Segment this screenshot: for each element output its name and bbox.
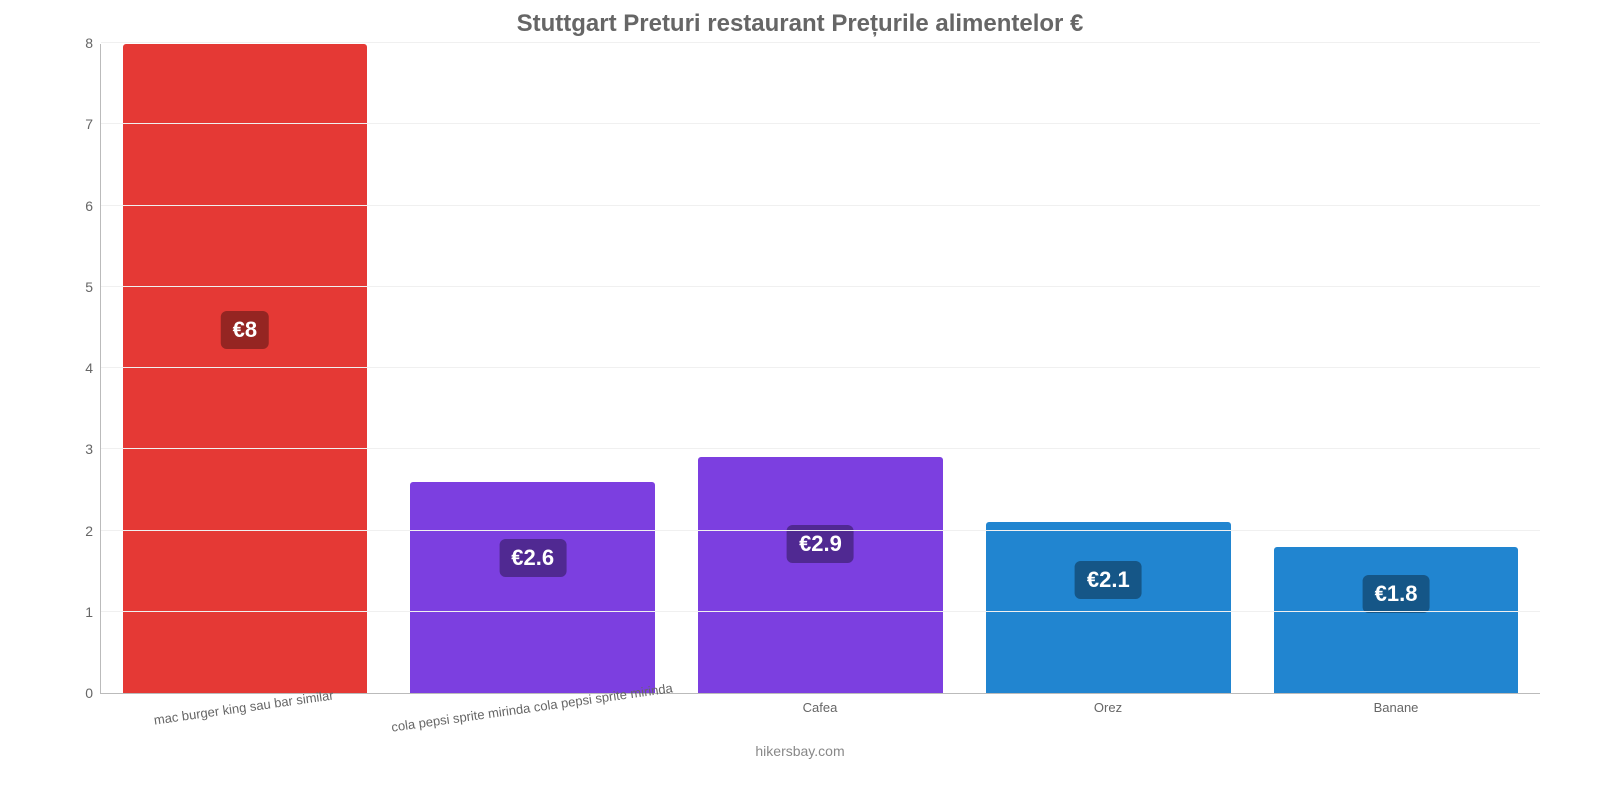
grid-line: [101, 611, 1540, 612]
bar: €2.9: [698, 457, 943, 693]
bar-column: €1.8: [1252, 44, 1540, 693]
x-tick-label: Orez: [964, 700, 1252, 715]
bar-value-label: €1.8: [1363, 575, 1430, 613]
bar-value-label: €2.1: [1075, 561, 1142, 599]
bar: €8: [123, 44, 368, 693]
bar: €2.6: [410, 482, 655, 693]
y-tick-label: 8: [61, 35, 93, 51]
chart-title: Stuttgart Preturi restaurant Prețurile a…: [40, 0, 1560, 44]
grid-line: [101, 286, 1540, 287]
y-tick-label: 7: [61, 116, 93, 132]
y-tick-label: 4: [61, 360, 93, 376]
y-tick-label: 1: [61, 604, 93, 620]
grid-line: [101, 530, 1540, 531]
grid-line: [101, 42, 1540, 43]
bar-column: €2.9: [677, 44, 965, 693]
bars-group: €8 €2.6 €2.9 €2.1 €1.8: [101, 44, 1540, 693]
x-tick-label: cola pepsi sprite mirinda cola pepsi spr…: [388, 700, 676, 715]
chart-container: Stuttgart Preturi restaurant Prețurile a…: [0, 0, 1600, 800]
x-tick-label: Banane: [1252, 700, 1540, 715]
y-tick-label: 5: [61, 279, 93, 295]
plot-area: €8€2.6€2.9€2.1€1.8 012345678: [100, 44, 1540, 694]
y-tick-label: 3: [61, 441, 93, 457]
grid-line: [101, 123, 1540, 124]
grid-line: [101, 205, 1540, 206]
y-tick-label: 2: [61, 523, 93, 539]
bar-value-label: €8: [221, 311, 269, 349]
x-tick-label: mac burger king sau bar similar: [100, 700, 388, 715]
bar: €1.8: [1274, 547, 1519, 693]
bar-value-label: €2.9: [787, 525, 854, 563]
grid-line: [101, 367, 1540, 368]
grid-line: [101, 448, 1540, 449]
bar-column: €8: [101, 44, 389, 693]
y-tick-label: 0: [61, 685, 93, 701]
bar-column: €2.6: [389, 44, 677, 693]
bar: €2.1: [986, 522, 1231, 693]
bar-value-label: €2.6: [499, 539, 566, 577]
x-axis-labels: mac burger king sau bar similarcola peps…: [100, 700, 1540, 715]
bar-column: €2.1: [964, 44, 1252, 693]
credits-text: hikersbay.com: [40, 743, 1560, 759]
x-tick-label: Cafea: [676, 700, 964, 715]
y-tick-label: 6: [61, 198, 93, 214]
